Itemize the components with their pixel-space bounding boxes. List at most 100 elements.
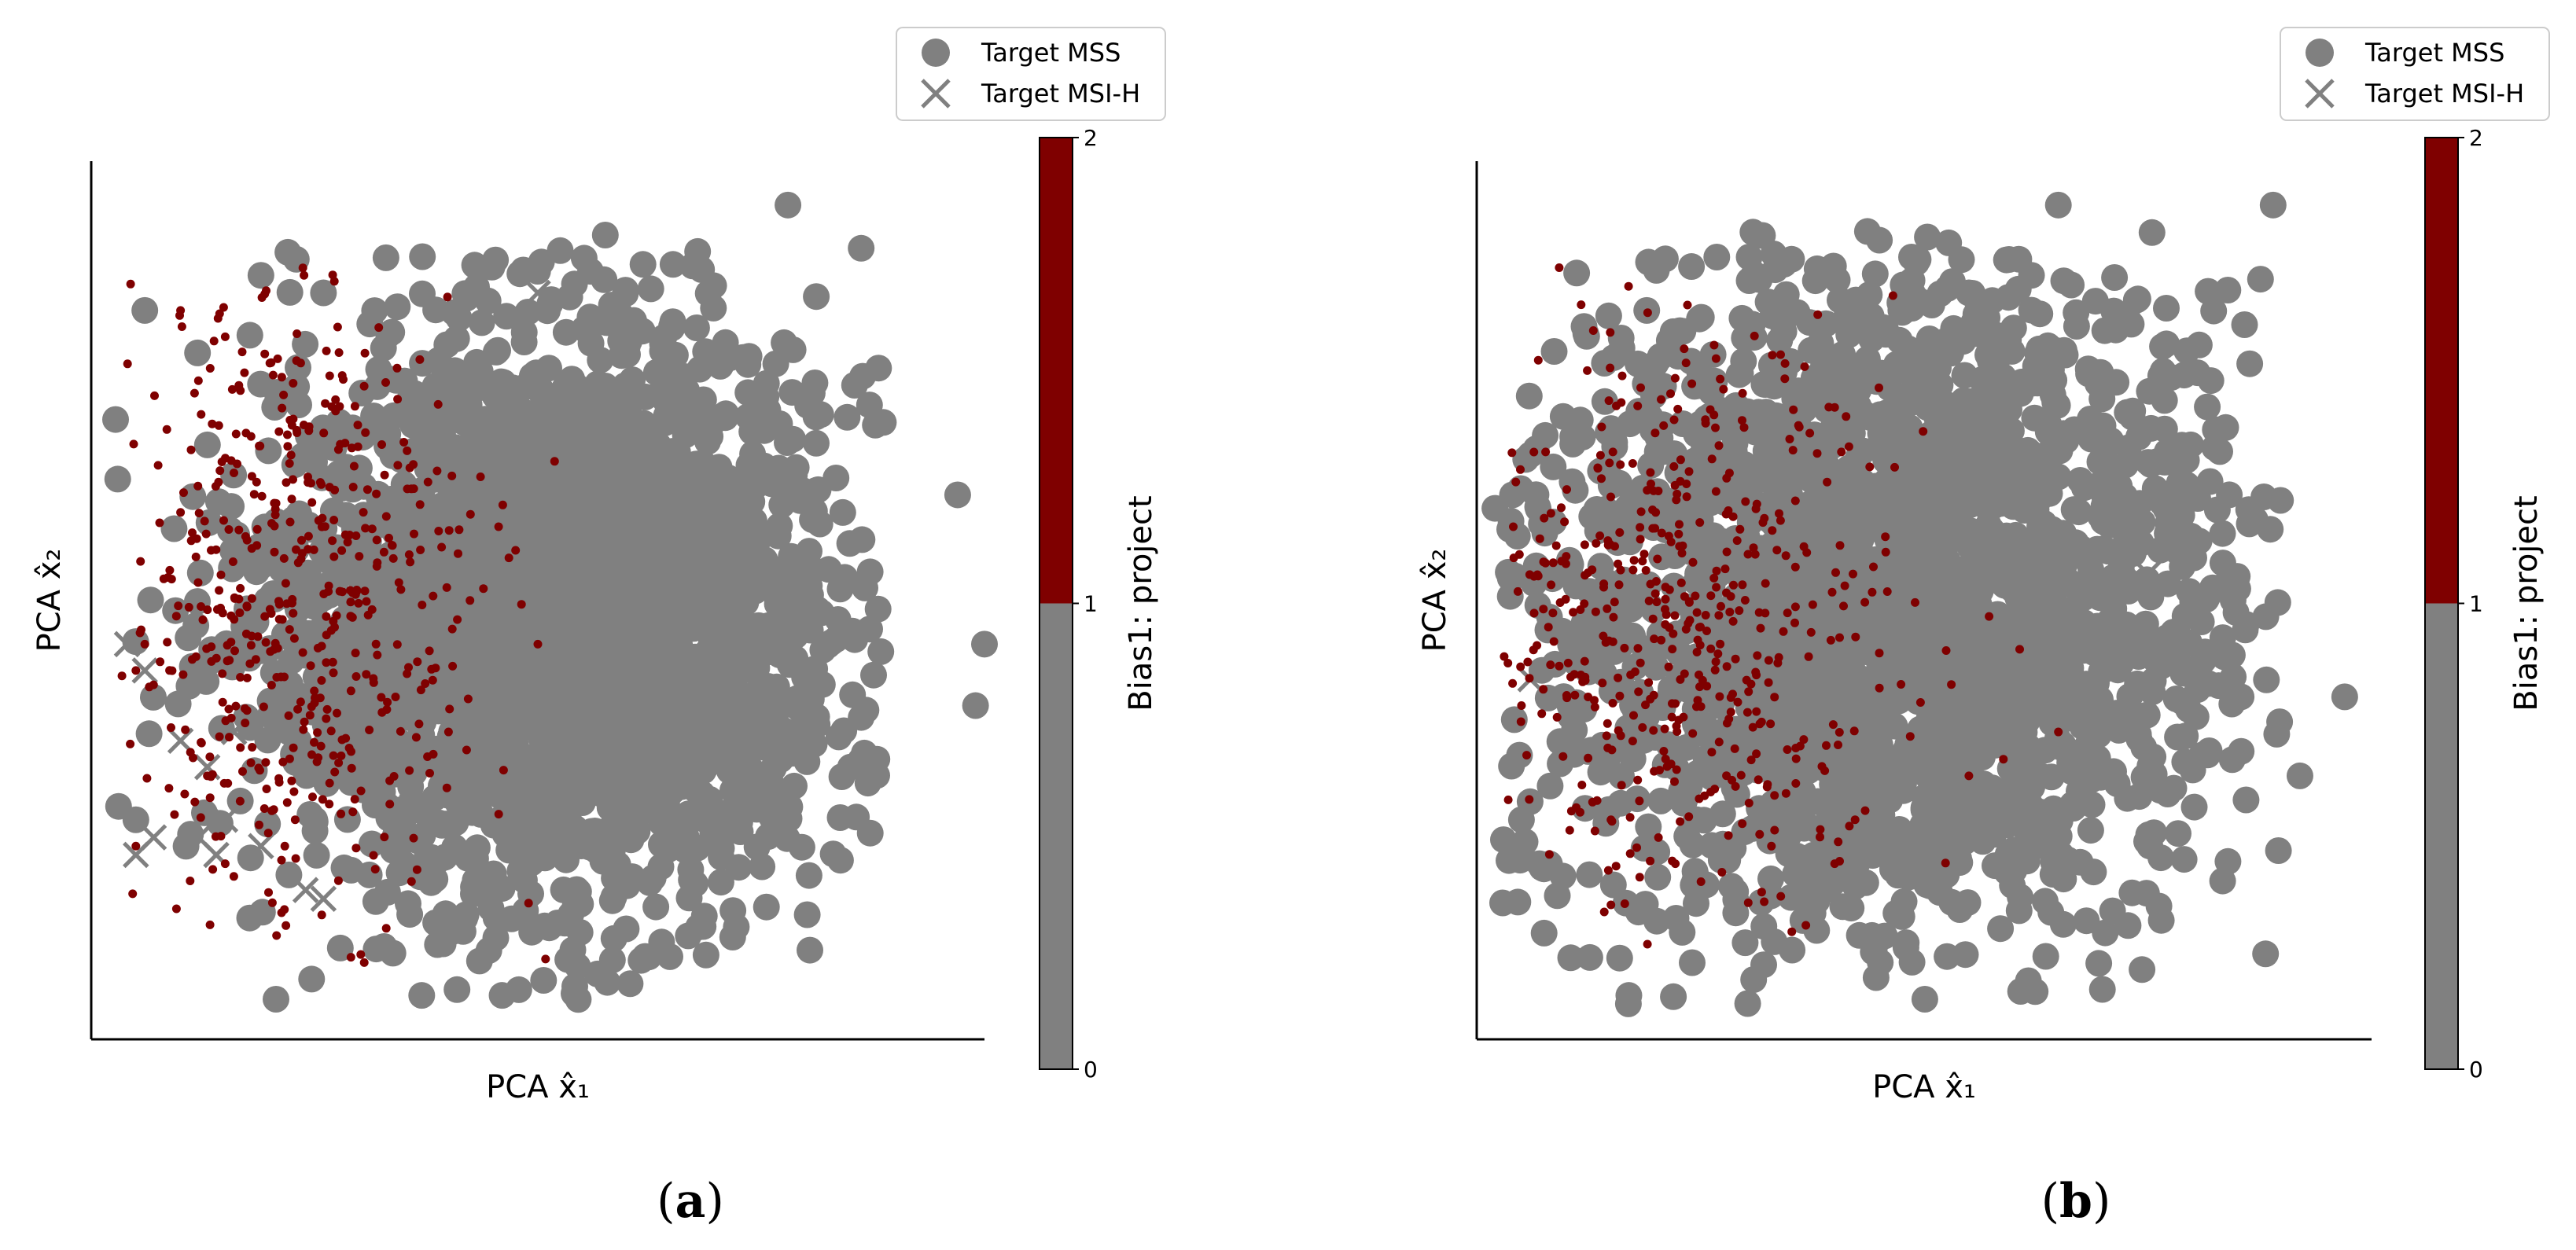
mss-point [797, 936, 823, 964]
mss-point [1515, 382, 1543, 410]
mss-point [485, 709, 513, 737]
bias-point [298, 648, 307, 657]
mss-point [699, 607, 727, 634]
bias-point [355, 552, 364, 561]
mss-point [236, 904, 263, 932]
bias-point [310, 686, 319, 696]
mss-point [436, 723, 464, 750]
x-axis-label: PCA x̂₁ [486, 1069, 590, 1105]
bias-point [346, 953, 355, 962]
bias-point [541, 954, 550, 964]
mss-point [494, 759, 521, 786]
bias-point [178, 670, 188, 679]
bias-point [448, 661, 458, 671]
mss-point [1607, 325, 1635, 351]
mss-point [423, 417, 451, 444]
mss-point [467, 800, 495, 828]
mss-point [358, 830, 385, 858]
bias-point [425, 646, 434, 656]
mss-point [1778, 245, 1805, 273]
mss-point [524, 636, 551, 664]
mss-point [409, 243, 436, 270]
bias-point [511, 546, 521, 555]
mss-point [668, 773, 696, 800]
mss-point [616, 864, 643, 892]
legend-entry-label: Target MSS [981, 38, 1121, 68]
mss-point [568, 833, 594, 859]
mss-point [863, 762, 890, 789]
mss-point [2151, 387, 2178, 414]
bias-point [322, 714, 331, 723]
mss-point [389, 807, 416, 834]
mss-point [1642, 350, 1669, 377]
bias-point [234, 381, 244, 390]
mss-point [856, 558, 884, 586]
mss-point [1856, 281, 1883, 308]
y-axis-label: PCA x̂₂ [31, 549, 68, 653]
bias-point [265, 605, 274, 614]
mss-point [503, 637, 530, 664]
bias-point [351, 649, 360, 658]
bias-point [280, 841, 289, 851]
bias-point [247, 544, 256, 553]
mss-point [825, 723, 852, 751]
mss-point [545, 421, 572, 448]
bias-point [174, 601, 183, 611]
bias-point [215, 466, 225, 476]
mss-point [2179, 756, 2206, 784]
bias-point [261, 758, 270, 767]
mss-point [488, 377, 515, 404]
bias-point [190, 388, 199, 398]
mss-point [254, 726, 282, 754]
mss-point [865, 355, 892, 382]
mss-point [699, 528, 727, 555]
bias-point [205, 364, 215, 373]
bias-point [235, 608, 245, 617]
bias-point [251, 655, 260, 664]
mss-point [609, 428, 636, 456]
mss-point [440, 492, 468, 520]
mss-point [388, 829, 416, 856]
mss-point [690, 903, 718, 930]
bias-point [135, 628, 145, 638]
mss-point [793, 557, 821, 584]
mss-point [719, 924, 746, 950]
bias-point [362, 597, 371, 606]
bias-point [285, 625, 294, 634]
bias-point [392, 363, 402, 373]
bias-point [328, 536, 337, 546]
bias-point [498, 500, 507, 509]
bias-point [273, 644, 282, 653]
bias-point [305, 711, 315, 720]
mss-point [1879, 557, 1907, 584]
bias-point [131, 841, 141, 851]
bias-point [313, 643, 322, 653]
mss-point [429, 930, 457, 958]
bias-point [207, 642, 216, 652]
mss-point [1557, 944, 1584, 972]
msih-point [248, 833, 274, 860]
bias-point [223, 778, 233, 788]
bias-point [205, 920, 215, 929]
bias-point [194, 509, 204, 518]
mss-point [614, 340, 641, 368]
bias-point [282, 478, 291, 487]
bias-point [212, 653, 221, 663]
bias-point [293, 704, 303, 714]
bias-point [307, 498, 317, 507]
mss-point [616, 970, 644, 998]
bias-point [293, 428, 302, 437]
bias-point [299, 421, 308, 429]
mss-point [839, 681, 867, 708]
mss-point [2050, 267, 2077, 295]
mss-point [603, 400, 631, 428]
mss-point [293, 762, 320, 789]
bias-point [221, 716, 230, 726]
bias-point [193, 481, 203, 491]
bias-point [282, 921, 291, 930]
bias-point [280, 672, 289, 682]
mss-point [683, 576, 710, 604]
bias-point [418, 601, 427, 609]
bias-point [267, 898, 277, 907]
mss-point [753, 893, 780, 921]
